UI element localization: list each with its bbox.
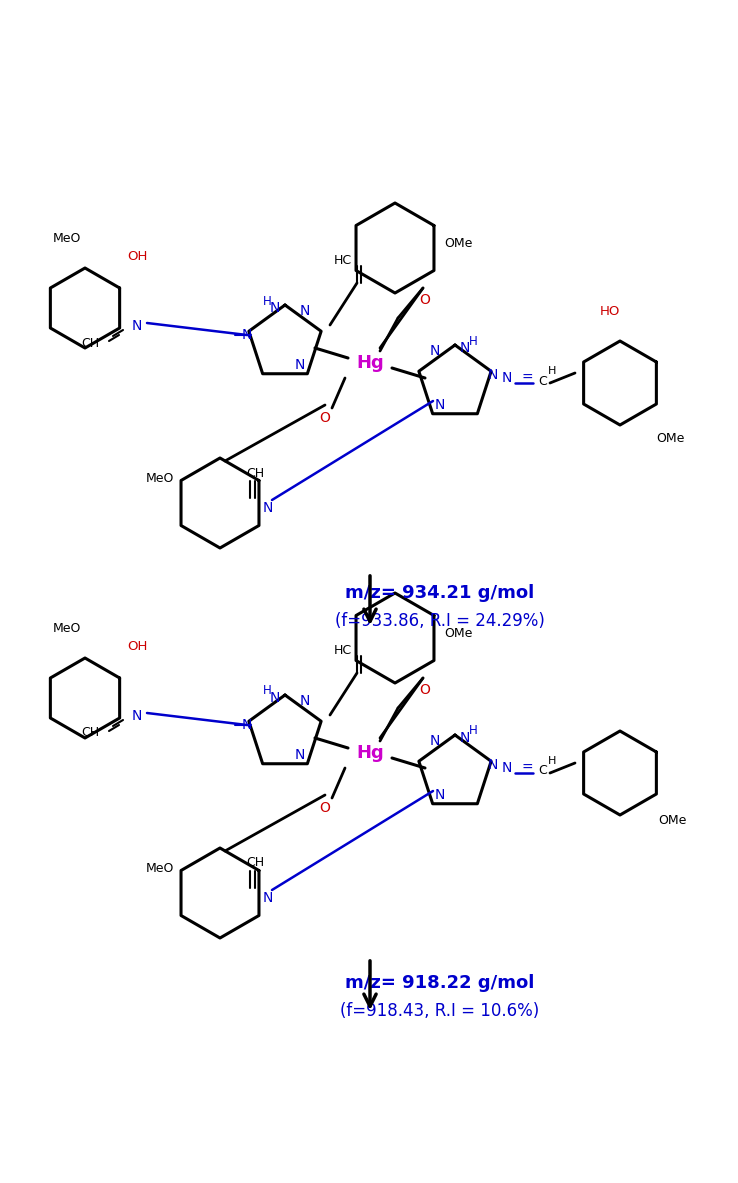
Text: N: N xyxy=(488,368,498,382)
Text: Hg: Hg xyxy=(356,354,384,371)
Text: N: N xyxy=(502,761,512,775)
Text: =: = xyxy=(521,371,533,384)
Text: OH: OH xyxy=(127,640,147,653)
Text: H: H xyxy=(548,756,556,767)
Text: HC: HC xyxy=(334,253,352,266)
Text: N: N xyxy=(294,358,306,371)
Text: Hg: Hg xyxy=(356,744,384,762)
Text: N: N xyxy=(263,891,273,905)
Text: H: H xyxy=(469,724,477,737)
Text: N: N xyxy=(270,300,280,315)
Text: N: N xyxy=(435,788,445,802)
Text: H: H xyxy=(469,335,477,348)
Text: (f=933.86, R.I = 24.29%): (f=933.86, R.I = 24.29%) xyxy=(335,612,545,631)
Text: OH: OH xyxy=(127,250,147,263)
Text: CH: CH xyxy=(81,336,99,349)
Text: HO: HO xyxy=(600,304,620,317)
Text: N: N xyxy=(300,304,310,318)
Text: N: N xyxy=(460,731,470,745)
Text: =: = xyxy=(521,761,533,775)
Text: N: N xyxy=(132,709,142,723)
Text: MeO: MeO xyxy=(53,232,81,245)
Text: CH: CH xyxy=(246,856,264,870)
Text: N: N xyxy=(242,328,252,342)
Text: OMe: OMe xyxy=(444,237,472,250)
Text: O: O xyxy=(420,293,430,308)
Text: C: C xyxy=(539,764,548,777)
Text: N: N xyxy=(132,319,142,332)
Text: MeO: MeO xyxy=(53,621,81,634)
Text: OMe: OMe xyxy=(656,432,684,445)
Text: CH: CH xyxy=(81,726,99,739)
Text: N: N xyxy=(300,694,310,707)
Text: N: N xyxy=(430,733,440,748)
Text: m/z= 918.22 g/mol: m/z= 918.22 g/mol xyxy=(345,974,535,993)
Text: HC: HC xyxy=(334,644,352,657)
Text: O: O xyxy=(320,801,331,815)
Text: H: H xyxy=(548,366,556,376)
Text: H: H xyxy=(263,295,272,308)
Text: N: N xyxy=(502,371,512,384)
Text: OMe: OMe xyxy=(658,815,686,827)
Text: N: N xyxy=(242,718,252,732)
Text: O: O xyxy=(420,683,430,697)
Text: N: N xyxy=(430,344,440,358)
Text: N: N xyxy=(435,397,445,412)
Text: (f=918.43, R.I = 10.6%): (f=918.43, R.I = 10.6%) xyxy=(340,1002,539,1020)
Text: N: N xyxy=(263,500,273,515)
Text: H: H xyxy=(263,685,272,698)
Text: MeO: MeO xyxy=(146,472,174,485)
Text: MeO: MeO xyxy=(146,861,174,874)
Text: O: O xyxy=(320,411,331,425)
Text: N: N xyxy=(270,691,280,705)
Text: N: N xyxy=(488,758,498,772)
Text: m/z= 934.21 g/mol: m/z= 934.21 g/mol xyxy=(345,584,534,602)
Text: C: C xyxy=(539,375,548,388)
Text: CH: CH xyxy=(246,466,264,479)
Text: N: N xyxy=(294,748,306,762)
Text: N: N xyxy=(460,341,470,355)
Text: OMe: OMe xyxy=(444,627,472,640)
